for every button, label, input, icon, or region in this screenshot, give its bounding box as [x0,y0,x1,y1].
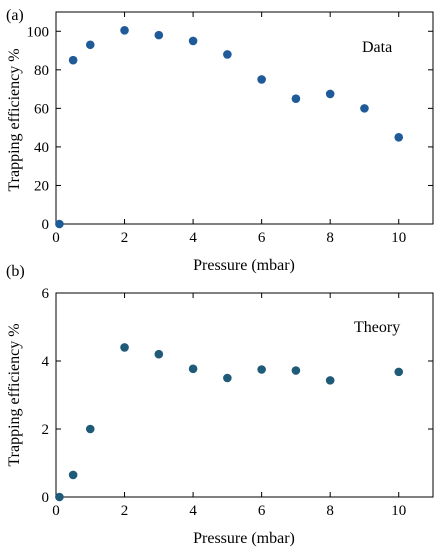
panel-a-data-point [291,94,301,104]
panel-a-y-tick-label: 0 [42,217,50,233]
panel-b-x-tick-label: 0 [52,503,60,519]
panel-b-y-tick-label: 6 [42,286,50,302]
panel-a-x-tick-label: 4 [189,230,197,246]
panel-b-data-point [85,424,95,434]
panel-a-x-tick-label: 8 [326,230,334,246]
panel-a-y-tick-label: 60 [34,101,49,117]
panel-b-x-tick-label: 10 [391,503,406,519]
panel-a-label: (a) [6,7,24,24]
panel-b-label: (b) [6,263,25,280]
panel-a-x-tick-label: 10 [391,230,406,246]
panel-a-data-point [85,40,95,50]
panel-b-frame [55,292,434,498]
panel-a-x-axis-label: Pressure (mbar) [193,257,295,274]
panel-a-annotation: Data [362,39,392,56]
panel-b-y-tick-label: 4 [42,354,50,370]
panel-b-data-point [68,470,78,480]
panel-a-x-tick-label: 6 [258,230,266,246]
panel-b-y-tick-label: 2 [42,422,50,438]
panel-a-frame [55,11,434,225]
panel-b-data-point [154,349,164,359]
panel-b-annotation: Theory [354,319,400,336]
panel-b-plot-area: 0 2 4 6 8 10 0 2 4 6 [42,286,434,519]
panel-b-data-point [188,364,198,374]
panel-a-data-point [68,55,78,65]
panel-b-data-point [257,365,266,374]
panel-a-y-tick-label: 80 [34,63,49,79]
panel-a-x-tick-label: 0 [52,230,60,246]
panel-a-data-point [223,50,232,59]
panel-a-data-point [360,104,369,113]
panel-b-x-tick-label: 8 [326,503,334,519]
panel-a-data-point [257,75,266,84]
panel-b-y-axis-label: Trapping efficiency % [6,323,23,466]
panel-b-x-tick-label: 2 [121,503,129,519]
panel-b-data-point [55,492,64,502]
panel-a-y-tick-label: 40 [34,140,49,156]
panel-b-data-point [291,366,301,375]
panel-a-data-point [188,36,198,46]
panel-b-data-point [223,373,232,383]
panel-a-data-point [120,26,129,35]
panel-b: (b) 0 2 4 6 8 10 0 2 4 6 Theory Pressure (mbar) T… [6,263,434,547]
panel-b-data-point [325,376,335,385]
panel-a-y-tick-label: 100 [27,24,50,40]
panel-a-data-point [325,89,335,99]
panel-a-data-point [154,30,164,40]
panel-a-data-point [394,132,404,142]
panel-a-x-tick-label: 2 [121,230,129,246]
panel-b-x-tick-label: 4 [189,503,197,519]
panel-a-y-axis-label: Trapping efficiency % [6,48,23,191]
panel-b-data-point [394,367,404,377]
panel-a-data-point [55,219,64,229]
panel-b-y-tick-label: 0 [42,490,50,506]
panel-a-y-tick-label: 20 [34,178,49,194]
panel-b-data-point [120,343,129,352]
panel-b-x-tick-label: 6 [258,503,266,519]
panel-b-x-axis-label: Pressure (mbar) [193,530,295,547]
